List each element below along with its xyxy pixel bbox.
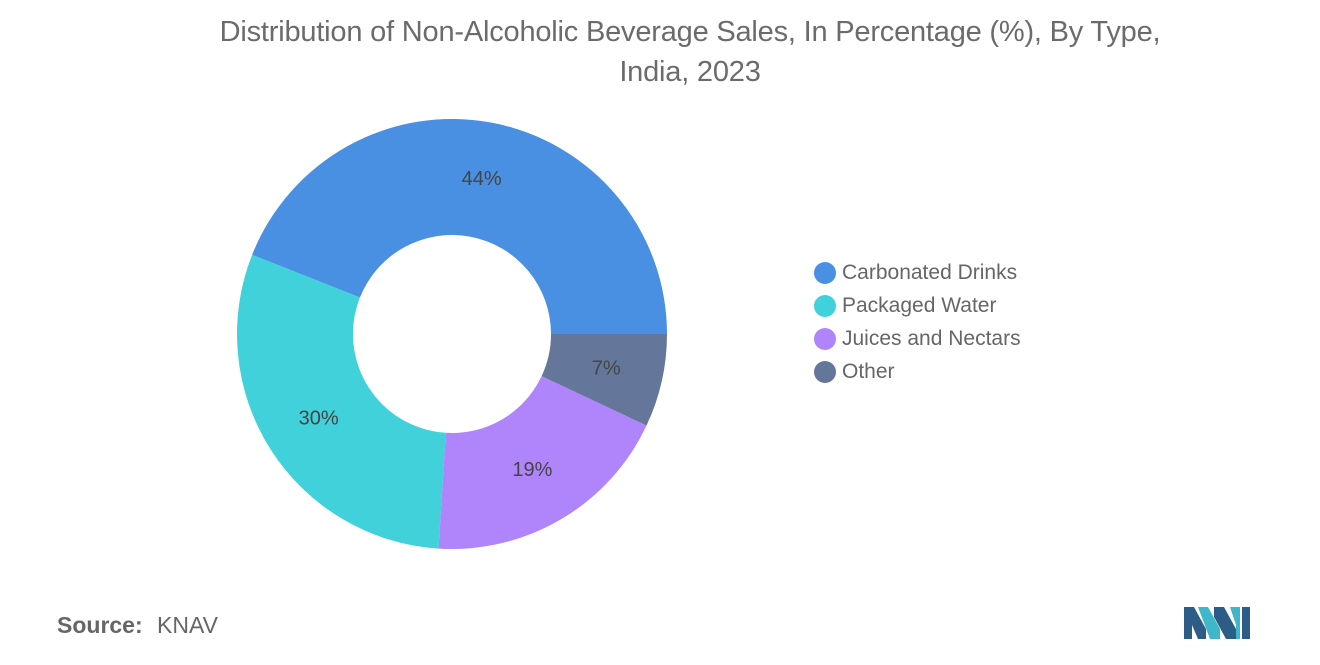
donut-slice-labels: 44% 30% 19% 7% [299,168,621,481]
legend-item-packaged-water[interactable]: Packaged Water [814,289,1021,322]
slice-other[interactable] [541,334,667,426]
slice-label-carbonated-drinks: 44% [462,168,502,190]
legend-swatch-other [814,360,836,383]
chart-title: Distribution of Non-Alcoholic Beverage S… [140,12,1240,92]
legend-label-juices-and-nectars: Juices and Nectars [842,326,1021,350]
legend-item-juices-and-nectars[interactable]: Juices and Nectars [814,322,1021,355]
legend-label-carbonated-drinks: Carbonated Drinks [842,260,1018,284]
legend-item-carbonated-drinks[interactable]: Carbonated Drinks [814,256,1021,289]
legend-label-other: Other [842,359,895,383]
chart-title-line-1: Distribution of Non-Alcoholic Beverage S… [219,16,1161,48]
donut-slices [237,118,667,549]
slice-label-packaged-water: 30% [299,408,339,430]
source-note: Source: KNAV [57,612,218,639]
slice-label-juices-and-nectars: 19% [512,459,552,481]
legend-swatch-packaged-water [814,294,836,317]
chart-title-line-2: India, 2023 [619,56,761,88]
chart-legend: Carbonated Drinks Packaged Water Juices … [814,256,1021,388]
source-value: KNAV [157,612,218,638]
legend-label-packaged-water: Packaged Water [842,293,997,317]
slice-label-other: 7% [592,357,621,379]
slice-packaged-water[interactable] [237,254,446,549]
mordor-intelligence-logo-icon [1184,607,1250,639]
slice-juices-and-nectars[interactable] [438,376,647,549]
slice-carbonated-drinks[interactable] [252,118,667,334]
legend-swatch-carbonated-drinks [814,261,836,284]
legend-swatch-juices-and-nectars [814,327,836,350]
legend-item-other[interactable]: Other [814,355,1021,388]
source-label: Source: [57,612,143,638]
